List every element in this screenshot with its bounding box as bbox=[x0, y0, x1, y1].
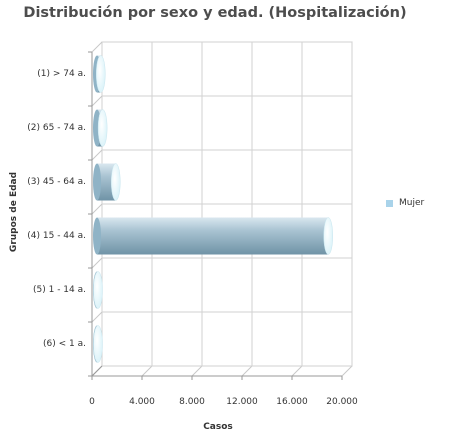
bar bbox=[93, 163, 121, 201]
x-tick-label: 8.000 bbox=[179, 397, 205, 407]
x-tick-label: 0 bbox=[89, 397, 95, 407]
bar-cap bbox=[96, 55, 106, 93]
bar-cap bbox=[323, 217, 333, 255]
side-gridline bbox=[91, 257, 103, 269]
chart-title: Distribución por sexo y edad. (Hospitali… bbox=[23, 5, 407, 21]
side-gridline bbox=[91, 95, 103, 107]
side-gridline bbox=[91, 311, 103, 323]
bar bbox=[93, 109, 108, 147]
y-tick-label: (5) 1 - 14 a. bbox=[33, 285, 86, 295]
bar-cap bbox=[111, 163, 121, 201]
side-gridline bbox=[91, 41, 103, 53]
bar bbox=[93, 325, 103, 363]
floor-gridline bbox=[341, 365, 353, 377]
bar-cap bbox=[93, 271, 103, 309]
bar-cap bbox=[97, 109, 108, 147]
bar-base bbox=[93, 163, 101, 201]
corner-line bbox=[91, 365, 103, 377]
legend-label-mujer: Mujer bbox=[399, 198, 425, 208]
y-tick-label: (4) 15 - 44 a. bbox=[27, 231, 86, 241]
side-gridline bbox=[91, 149, 103, 161]
y-tick-labels: (1) > 74 a. (2) 65 - 74 a. (3) 45 - 64 a. (… bbox=[27, 69, 86, 349]
y-tick-label: (2) 65 - 74 a. bbox=[27, 123, 86, 133]
legend-swatch bbox=[386, 199, 393, 207]
bar bbox=[93, 217, 333, 255]
bar-body bbox=[97, 163, 116, 201]
bar-cap bbox=[93, 325, 103, 363]
x-tick-label: 16.000 bbox=[276, 397, 308, 407]
y-tick-label: (6) < 1 a. bbox=[43, 339, 86, 349]
bar-body bbox=[97, 217, 329, 255]
x-tick-label: 20.000 bbox=[326, 397, 358, 407]
bar bbox=[93, 271, 103, 309]
floor-gridline bbox=[241, 365, 253, 377]
side-gridline bbox=[91, 203, 103, 215]
chart-grid bbox=[88, 41, 353, 380]
x-axis-title: Casos bbox=[203, 422, 233, 432]
y-axis-title: Grupos de Edad bbox=[9, 172, 19, 252]
chart-legend: Mujer bbox=[386, 198, 424, 208]
floor-gridline bbox=[141, 365, 153, 377]
floor-gridline bbox=[191, 365, 203, 377]
floor-gridline bbox=[291, 365, 303, 377]
y-tick-label: (3) 45 - 64 a. bbox=[27, 177, 86, 187]
chart-bars bbox=[93, 55, 333, 363]
bar bbox=[93, 55, 106, 93]
y-tick-label: (1) > 74 a. bbox=[37, 69, 86, 79]
x-tick-labels: 0 4.000 8.000 12.000 16.000 20.000 bbox=[89, 397, 358, 407]
bar-base bbox=[93, 217, 101, 255]
x-tick-label: 12.000 bbox=[226, 397, 258, 407]
x-tick-label: 4.000 bbox=[129, 397, 155, 407]
